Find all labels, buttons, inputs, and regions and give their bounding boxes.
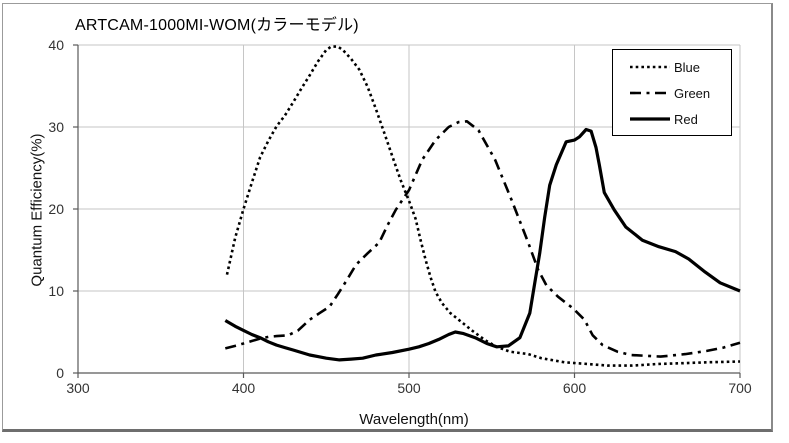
legend-item-label: Blue xyxy=(674,59,701,75)
legend-item-red: Red xyxy=(629,106,731,132)
x-tick-label: 600 xyxy=(562,380,587,396)
y-tick-label: 0 xyxy=(56,365,64,381)
blue-series-line xyxy=(225,45,741,367)
green-series-line xyxy=(224,120,741,358)
chart-title: ARTCAM-1000MI-WOM(カラーモデル) xyxy=(75,17,359,34)
legend-item-blue: Blue xyxy=(629,54,731,80)
dashdot-line-sample-icon xyxy=(630,91,670,95)
x-axis-title: Wavelength(nm) xyxy=(359,411,469,428)
legend-item-green: Green xyxy=(629,80,731,106)
x-tick-label: 700 xyxy=(728,380,752,396)
x-tick-label: 500 xyxy=(397,380,421,396)
x-tick-label: 400 xyxy=(231,380,256,396)
y-tick-label: 10 xyxy=(48,283,64,299)
y-tick-label: 20 xyxy=(48,201,64,217)
legend-item-label: Red xyxy=(674,111,698,127)
solid-line-sample-icon xyxy=(630,117,670,121)
legend: Blue Green Red xyxy=(612,49,732,136)
legend-item-label: Green xyxy=(674,85,711,101)
x-tick-label: 300 xyxy=(66,380,90,396)
y-tick-label: 30 xyxy=(48,119,64,135)
y-tick-label: 40 xyxy=(48,37,64,53)
red-series-line xyxy=(224,127,741,362)
dotted-line-sample-icon xyxy=(630,65,670,69)
